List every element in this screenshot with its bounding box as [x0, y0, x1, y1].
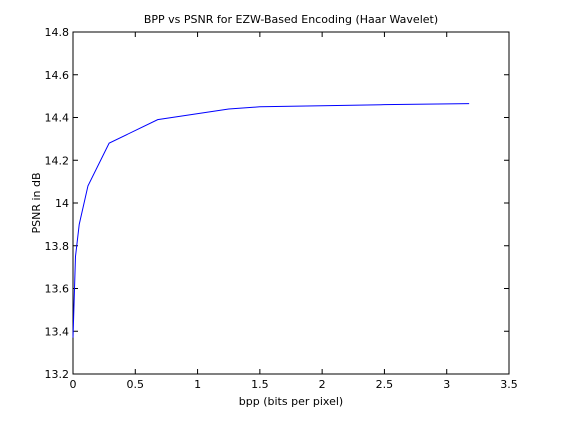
- plot-area: [72, 31, 510, 375]
- y-tick-label: 14.2: [45, 154, 70, 167]
- x-tick-label: 1: [194, 378, 201, 391]
- x-tick-label: 0: [70, 378, 77, 391]
- series-line-psnr: [72, 103, 470, 338]
- y-tick-label: 13.8: [45, 240, 70, 253]
- y-tick-label: 13.6: [45, 283, 70, 296]
- chart-title: BPP vs PSNR for EZW-Based Encoding (Haar…: [144, 13, 438, 26]
- y-axis: 13.2 13.4 13.6 13.8 14 14.2 14.4 14.6 14.8: [45, 26, 509, 381]
- x-axis-label: bpp (bits per pixel): [239, 395, 343, 408]
- y-tick-label: 13.4: [45, 325, 70, 338]
- x-tick-label: 2: [319, 378, 326, 391]
- x-tick-label: 3.5: [500, 378, 518, 391]
- y-tick-label: 13.2: [45, 368, 70, 381]
- y-tick-label: 14.8: [45, 26, 70, 39]
- y-axis-label: PSNR in dB: [30, 172, 43, 233]
- series-group: [72, 103, 470, 338]
- x-tick-label: 0.5: [127, 378, 145, 391]
- x-axis: 0 0.5 1 1.5 2 2.5 3 3.5: [70, 32, 518, 391]
- y-tick-label: 14.4: [45, 112, 70, 125]
- y-tick-label: 14.6: [45, 69, 70, 82]
- x-tick-label: 1.5: [251, 378, 269, 391]
- x-tick-label: 2.5: [376, 378, 394, 391]
- y-tick-label: 14: [55, 197, 69, 210]
- x-tick-label: 3: [443, 378, 450, 391]
